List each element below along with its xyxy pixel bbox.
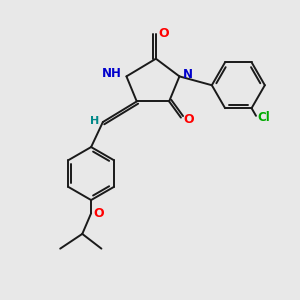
Text: O: O bbox=[94, 207, 104, 220]
Text: O: O bbox=[159, 27, 170, 40]
Text: O: O bbox=[184, 112, 194, 126]
Text: H: H bbox=[90, 116, 99, 126]
Text: N: N bbox=[183, 68, 193, 81]
Text: NH: NH bbox=[102, 67, 122, 80]
Text: Cl: Cl bbox=[257, 111, 270, 124]
